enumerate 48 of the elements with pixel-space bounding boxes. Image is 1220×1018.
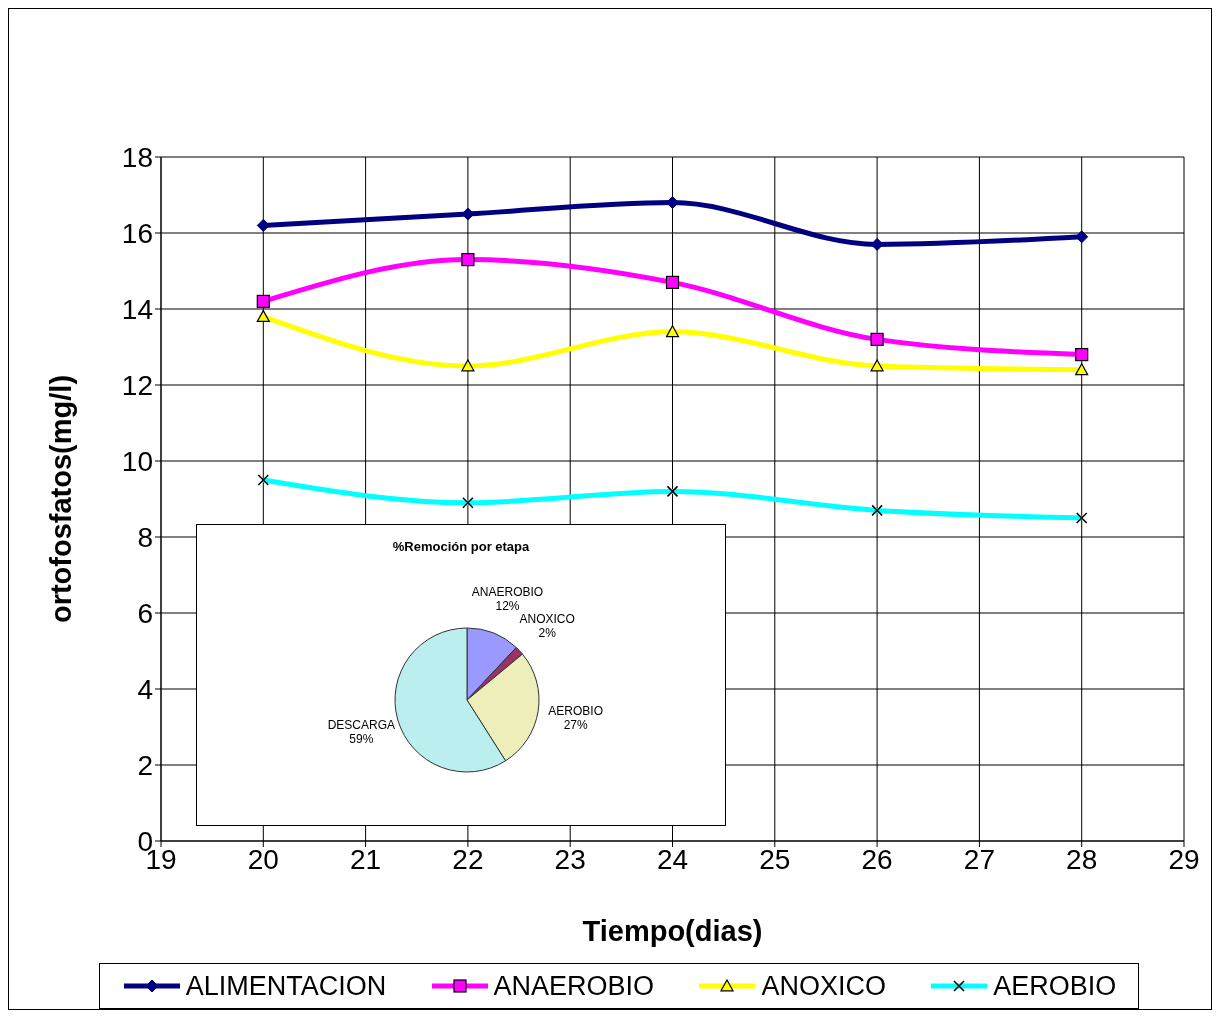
point	[870, 237, 884, 251]
legend-label: ANAEROBIO	[493, 970, 655, 1002]
legend-label: AEROBIO	[993, 970, 1117, 1002]
point	[665, 325, 680, 338]
y-tick-label: 12	[121, 369, 153, 401]
y-tick-label: 18	[121, 141, 153, 173]
x-tick-label: 25	[759, 843, 791, 875]
x-tick-label: 26	[861, 843, 893, 875]
y-tick-label: 8	[137, 521, 153, 553]
legend-label: ANOXICO	[761, 970, 886, 1002]
x-tick-label: 20	[247, 843, 279, 875]
y-tick-label: 16	[121, 217, 153, 249]
point	[256, 218, 270, 232]
y-tick-label: 2	[137, 749, 153, 781]
point	[461, 253, 475, 267]
point	[1075, 363, 1089, 376]
point	[1075, 230, 1089, 244]
point	[1075, 348, 1089, 362]
slice-label: AEROBIO	[548, 704, 603, 719]
slice-label: ANOXICO	[519, 611, 575, 626]
x-tick-label: 24	[656, 843, 689, 875]
x-tick-label: 22	[452, 843, 484, 875]
point	[870, 332, 884, 346]
point	[256, 310, 270, 322]
data-label: 59%	[349, 731, 374, 746]
y-tick-label: 4	[137, 673, 153, 705]
data-label: 27%	[563, 718, 588, 733]
point	[870, 359, 884, 372]
data-label: 12%	[495, 598, 520, 613]
y-axis-title: ortofosfatos(mg/l)	[45, 374, 78, 624]
x-tick-label: 28	[1066, 843, 1098, 875]
chart-title: %Remoción por etapa	[391, 539, 531, 554]
point	[256, 294, 270, 308]
y-tick-label: 6	[137, 597, 153, 629]
x-tick-label: 23	[554, 843, 586, 875]
x-tick-label: 27	[963, 843, 995, 875]
point	[666, 196, 679, 210]
data-label: 2%	[538, 625, 557, 640]
legend-label: ALIMENTACION	[185, 970, 387, 1002]
y-tick-label: 10	[121, 445, 153, 477]
point	[665, 275, 680, 289]
x-tick-label: 21	[350, 843, 382, 875]
x-tick-label: 29	[1168, 843, 1200, 875]
y-tick-label: 14	[121, 293, 153, 325]
slice-label: ANAEROBIO	[471, 584, 544, 599]
slice-label: DESCARGA	[327, 717, 396, 732]
x-axis-title: Tiempo(dias)	[582, 915, 763, 947]
point	[461, 359, 475, 372]
